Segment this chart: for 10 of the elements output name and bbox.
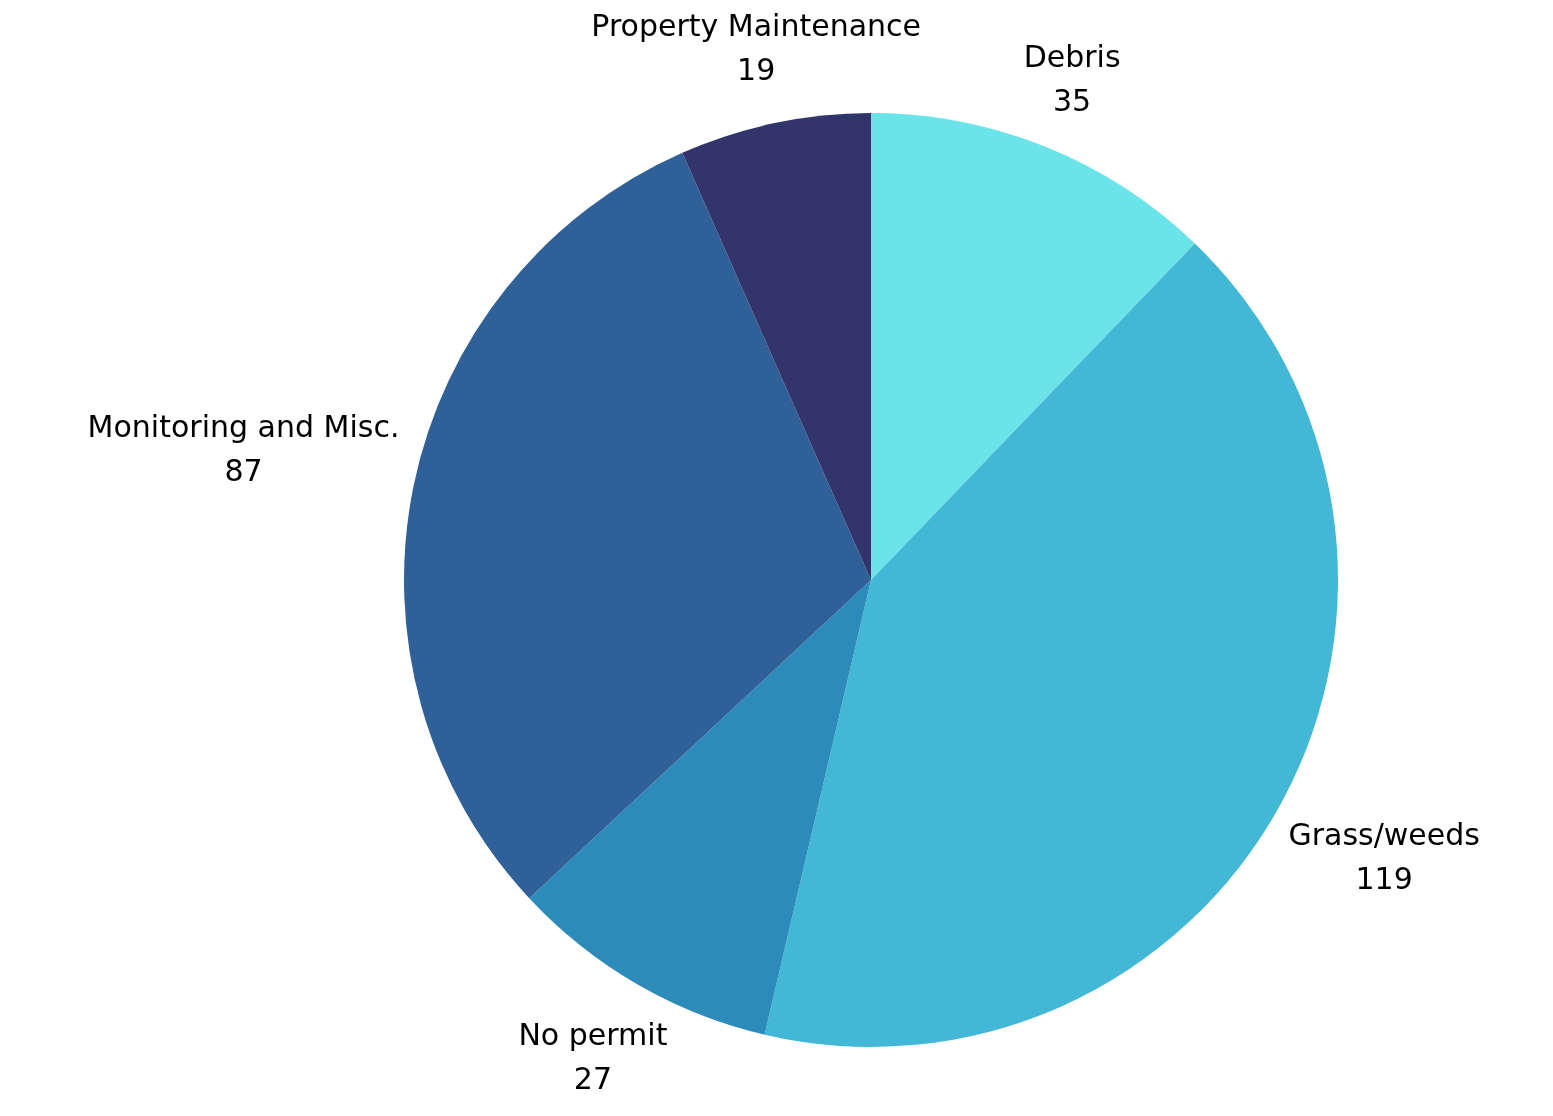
data-label: 27 xyxy=(573,1061,613,1097)
data-label: 35 xyxy=(1052,82,1092,118)
slice-label: Monitoring and Misc. xyxy=(87,408,400,444)
slice-label: Debris xyxy=(1023,38,1121,74)
slice-label: Grass/weeds xyxy=(1288,816,1480,852)
data-label: 19 xyxy=(737,51,776,87)
data-label: 87 xyxy=(224,452,263,488)
data-label: 119 xyxy=(1355,860,1413,896)
slice-label: Property Maintenance xyxy=(591,7,922,43)
slice-label: No permit xyxy=(518,1017,668,1053)
